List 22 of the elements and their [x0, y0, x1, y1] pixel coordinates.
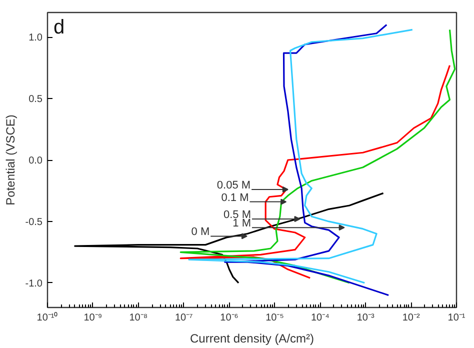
x-tick-label: 10⁻¹: [448, 312, 466, 324]
annotation: d: [54, 16, 65, 38]
y-tick-label: 0.5: [28, 94, 43, 106]
x-tick-label: 10⁻⁶: [220, 312, 238, 324]
annotation: 0 M: [191, 226, 210, 238]
x-tick-label: 10⁻⁹: [84, 312, 102, 324]
y-axis-title: Potential (VSCE): [3, 114, 18, 206]
x-tick-label: 10⁻¹⁰: [36, 312, 58, 324]
x-axis-title: Current density (A/cm²): [190, 332, 314, 346]
x-tick-label: 10⁻³: [356, 312, 376, 324]
x-tick-label: 10⁻²: [402, 312, 420, 324]
y-tick-label: 1.0: [28, 32, 43, 44]
y-tick-label: 0.0: [28, 156, 43, 166]
annotation: 0.05 M: [216, 180, 251, 192]
x-tick-label: 10⁻⁸: [129, 312, 148, 324]
x-tick-label: 10⁻⁴: [310, 312, 330, 324]
annotation: 1 M: [232, 218, 252, 230]
y-tick-label: -0.5: [25, 216, 43, 228]
annotation: 0.1 M: [221, 192, 249, 204]
x-tick-label: 10⁻⁷: [174, 312, 194, 324]
x-tick-label: 10⁻⁵: [266, 312, 284, 324]
y-tick-label: -1.0: [25, 278, 43, 290]
